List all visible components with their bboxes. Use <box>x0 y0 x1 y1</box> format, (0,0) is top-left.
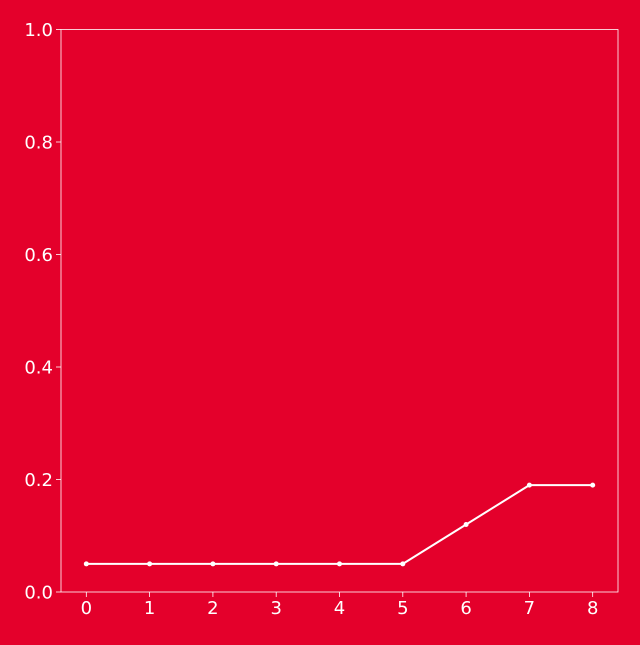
y-tick-label: 0.4 <box>24 358 53 379</box>
x-tick-label: 0 <box>81 598 92 619</box>
y-tick-label: 0.8 <box>24 133 53 154</box>
x-tick-label: 5 <box>397 598 408 619</box>
x-tick-label: 8 <box>587 598 598 619</box>
y-tick-label: 1.0 <box>24 20 53 41</box>
y-axis: 0.0 0.2 0.4 0.6 0.8 1.0 <box>24 20 61 604</box>
data-point <box>590 482 596 488</box>
data-point <box>526 482 532 488</box>
x-tick-label: 6 <box>460 598 471 619</box>
x-tick-label: 2 <box>207 598 218 619</box>
x-tick-label: 1 <box>144 598 155 619</box>
y-tick-label: 0.2 <box>24 470 53 491</box>
data-point <box>337 561 342 567</box>
data-point <box>83 561 89 567</box>
data-point <box>463 522 469 527</box>
y-tick-label: 0.0 <box>24 583 53 604</box>
data-point <box>210 561 216 567</box>
data-point <box>147 561 153 567</box>
series-line <box>86 484 593 565</box>
data-point <box>273 561 279 567</box>
plot-frame <box>60 29 619 593</box>
data-point <box>400 561 406 567</box>
x-tick-label: 7 <box>524 598 535 619</box>
x-tick-label: 4 <box>334 598 345 619</box>
x-tick-label: 3 <box>270 598 281 619</box>
y-tick-label: 0.6 <box>24 245 53 266</box>
x-axis: 0 1 2 3 4 5 6 7 8 <box>81 592 598 619</box>
series-layer <box>83 482 596 567</box>
